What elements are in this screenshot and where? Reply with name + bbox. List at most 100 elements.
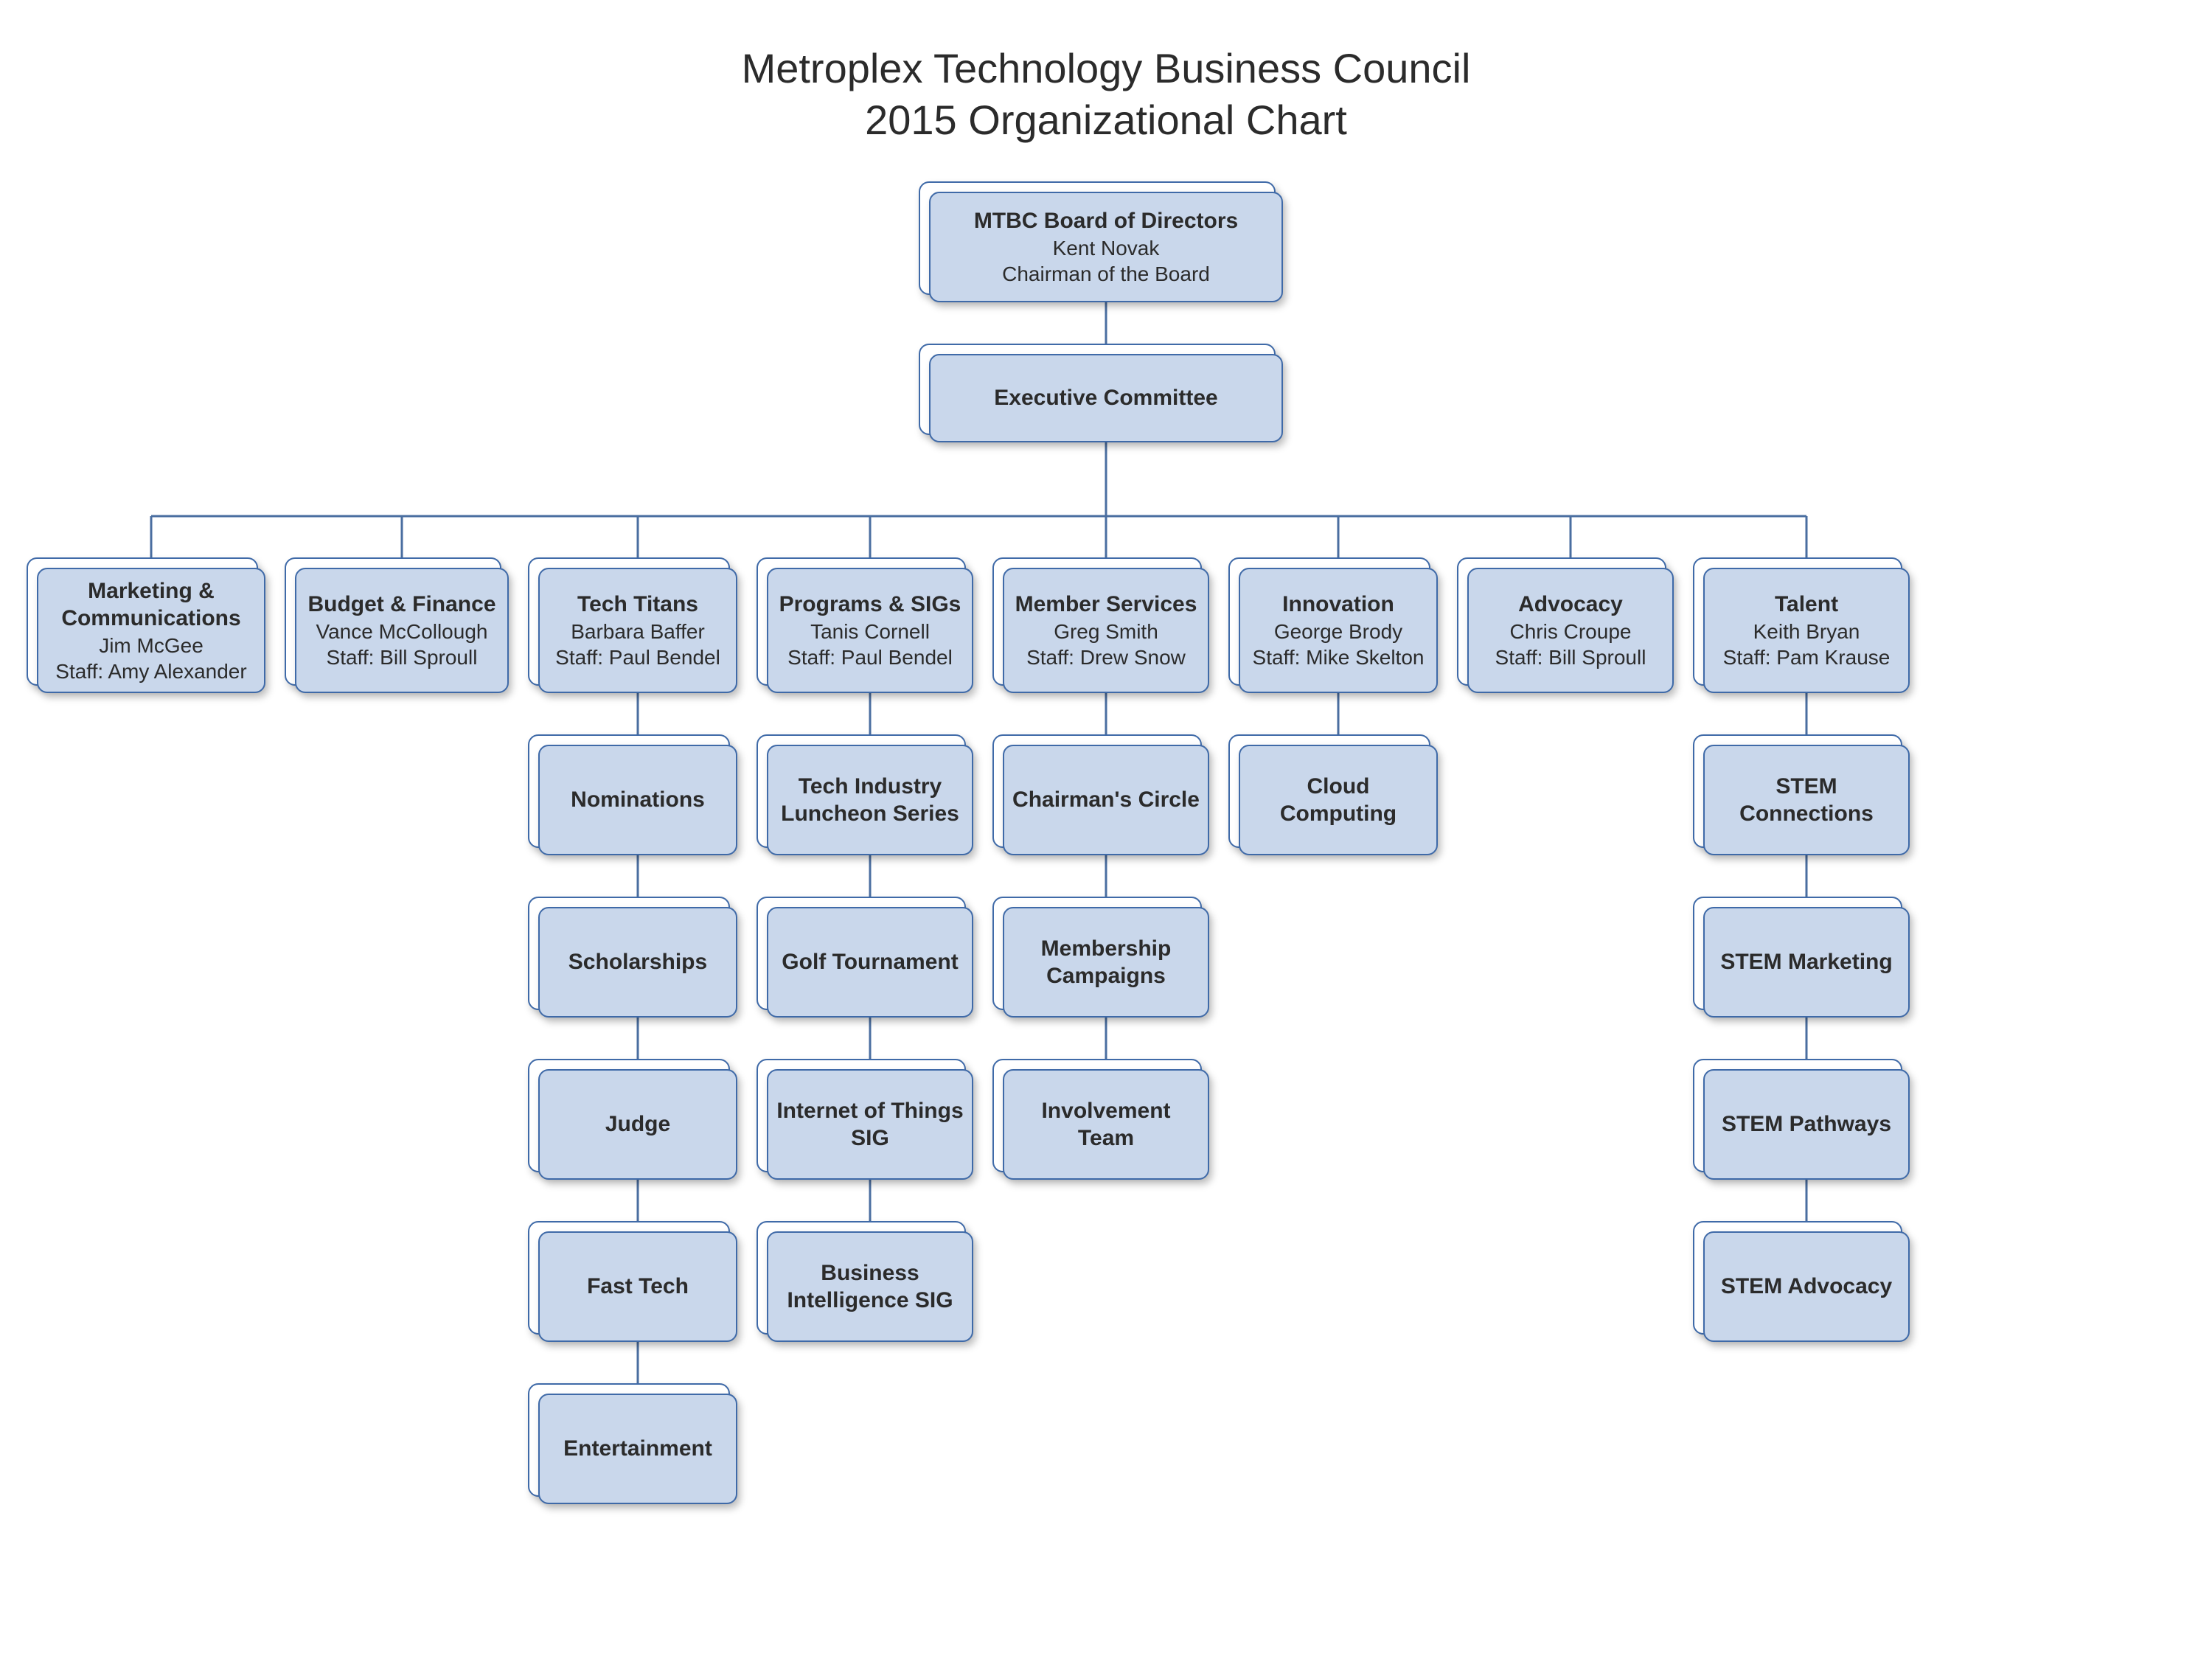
node-innovation: InnovationGeorge BrodyStaff: Mike Skelto… <box>1239 568 1438 693</box>
node-card: STEM Advocacy <box>1703 1231 1910 1342</box>
node-title: Scholarships <box>568 948 707 976</box>
node-title: Advocacy <box>1518 591 1623 619</box>
node-title: STEM Advocacy <box>1721 1273 1892 1301</box>
node-programs: Programs & SIGsTanis CornellStaff: Paul … <box>767 568 973 693</box>
node-card: Budget & FinanceVance McColloughStaff: B… <box>295 568 509 693</box>
node-line: Staff: Bill Sproull <box>327 644 478 670</box>
node-iot: Internet of Things SIG <box>767 1069 973 1180</box>
node-line: Staff: Pam Krause <box>1723 644 1891 670</box>
node-card: InnovationGeorge BrodyStaff: Mike Skelto… <box>1239 568 1438 693</box>
node-title: Tech Industry Luncheon Series <box>776 773 964 828</box>
node-circle: Chairman's Circle <box>1003 745 1209 855</box>
node-title: Budget & Finance <box>307 591 495 619</box>
node-card: Fast Tech <box>538 1231 737 1342</box>
node-title: STEM Pathways <box>1722 1110 1891 1138</box>
node-involvement: Involvement Team <box>1003 1069 1209 1180</box>
node-campaigns: Membership Campaigns <box>1003 907 1209 1018</box>
node-exec: Executive Committee <box>929 354 1283 442</box>
node-line: Staff: Bill Sproull <box>1495 644 1646 670</box>
chart-title-line1: Metroplex Technology Business Council <box>0 44 2212 92</box>
node-card: Membership Campaigns <box>1003 907 1209 1018</box>
node-card: Programs & SIGsTanis CornellStaff: Paul … <box>767 568 973 693</box>
node-card: Chairman's Circle <box>1003 745 1209 855</box>
node-card: Marketing & CommunicationsJim McGeeStaff… <box>37 568 265 693</box>
node-title: STEM Connections <box>1712 773 1901 828</box>
node-line: Kent Novak <box>1053 235 1160 261</box>
node-scholarships: Scholarships <box>538 907 737 1018</box>
node-title: Tech Titans <box>577 591 698 619</box>
node-line: Jim McGee <box>99 633 204 658</box>
node-card: Cloud Computing <box>1239 745 1438 855</box>
node-title: Member Services <box>1015 591 1197 619</box>
node-line: Staff: Paul Bendel <box>555 644 720 670</box>
node-golf: Golf Tournament <box>767 907 973 1018</box>
node-entertainment: Entertainment <box>538 1394 737 1504</box>
node-line: Barbara Baffer <box>571 619 705 644</box>
node-stemconn: STEM Connections <box>1703 745 1910 855</box>
node-card: Internet of Things SIG <box>767 1069 973 1180</box>
node-title: Innovation <box>1282 591 1394 619</box>
node-line: Chairman of the Board <box>1002 261 1210 287</box>
node-title: STEM Marketing <box>1720 948 1892 976</box>
node-card: STEM Connections <box>1703 745 1910 855</box>
node-card: Entertainment <box>538 1394 737 1504</box>
node-stemadv: STEM Advocacy <box>1703 1231 1910 1342</box>
node-title: Membership Campaigns <box>1012 935 1200 990</box>
node-title: Cloud Computing <box>1248 773 1429 828</box>
node-title: Marketing & Communications <box>46 577 257 633</box>
node-card: Golf Tournament <box>767 907 973 1018</box>
node-card: TalentKeith BryanStaff: Pam Krause <box>1703 568 1910 693</box>
node-board: MTBC Board of DirectorsKent NovakChairma… <box>929 192 1283 302</box>
node-card: Judge <box>538 1069 737 1180</box>
node-budget: Budget & FinanceVance McColloughStaff: B… <box>295 568 509 693</box>
node-line: Chris Croupe <box>1510 619 1632 644</box>
node-card: Tech Industry Luncheon Series <box>767 745 973 855</box>
node-member: Member ServicesGreg SmithStaff: Drew Sno… <box>1003 568 1209 693</box>
node-cloud: Cloud Computing <box>1239 745 1438 855</box>
node-title: Internet of Things SIG <box>776 1097 964 1152</box>
node-mkt: Marketing & CommunicationsJim McGeeStaff… <box>37 568 265 693</box>
node-line: Staff: Mike Skelton <box>1253 644 1425 670</box>
node-line: Tanis Cornell <box>810 619 930 644</box>
node-title: Judge <box>605 1110 670 1138</box>
node-line: George Brody <box>1274 619 1402 644</box>
node-card: Scholarships <box>538 907 737 1018</box>
node-title: Business Intelligence SIG <box>776 1259 964 1315</box>
chart-title-line2: 2015 Organizational Chart <box>0 96 2212 144</box>
node-card: Member ServicesGreg SmithStaff: Drew Sno… <box>1003 568 1209 693</box>
node-card: Executive Committee <box>929 354 1283 442</box>
node-luncheon: Tech Industry Luncheon Series <box>767 745 973 855</box>
node-card: Tech TitansBarbara BafferStaff: Paul Ben… <box>538 568 737 693</box>
node-card: STEM Pathways <box>1703 1069 1910 1180</box>
node-talent: TalentKeith BryanStaff: Pam Krause <box>1703 568 1910 693</box>
node-title: Executive Committee <box>994 384 1217 412</box>
node-card: STEM Marketing <box>1703 907 1910 1018</box>
node-titans: Tech TitansBarbara BafferStaff: Paul Ben… <box>538 568 737 693</box>
node-line: Greg Smith <box>1054 619 1158 644</box>
node-title: Fast Tech <box>587 1273 689 1301</box>
node-line: Staff: Amy Alexander <box>55 658 246 684</box>
node-advocacy: AdvocacyChris CroupeStaff: Bill Sproull <box>1467 568 1674 693</box>
node-line: Staff: Drew Snow <box>1026 644 1186 670</box>
node-title: Nominations <box>571 786 705 814</box>
node-nominations: Nominations <box>538 745 737 855</box>
node-title: Golf Tournament <box>782 948 958 976</box>
node-line: Staff: Paul Bendel <box>787 644 953 670</box>
node-card: MTBC Board of DirectorsKent NovakChairma… <box>929 192 1283 302</box>
node-title: Involvement Team <box>1012 1097 1200 1152</box>
node-judge: Judge <box>538 1069 737 1180</box>
node-card: Involvement Team <box>1003 1069 1209 1180</box>
node-fasttech: Fast Tech <box>538 1231 737 1342</box>
node-title: Chairman's Circle <box>1012 786 1200 814</box>
node-card: Business Intelligence SIG <box>767 1231 973 1342</box>
node-line: Vance McCollough <box>316 619 488 644</box>
org-chart-canvas: Metroplex Technology Business Council 20… <box>0 0 2212 1659</box>
node-stemmkt: STEM Marketing <box>1703 907 1910 1018</box>
node-card: Nominations <box>538 745 737 855</box>
node-bi: Business Intelligence SIG <box>767 1231 973 1342</box>
node-stempath: STEM Pathways <box>1703 1069 1910 1180</box>
node-line: Keith Bryan <box>1753 619 1860 644</box>
node-title: MTBC Board of Directors <box>974 207 1238 235</box>
node-title: Entertainment <box>563 1435 712 1463</box>
node-card: AdvocacyChris CroupeStaff: Bill Sproull <box>1467 568 1674 693</box>
